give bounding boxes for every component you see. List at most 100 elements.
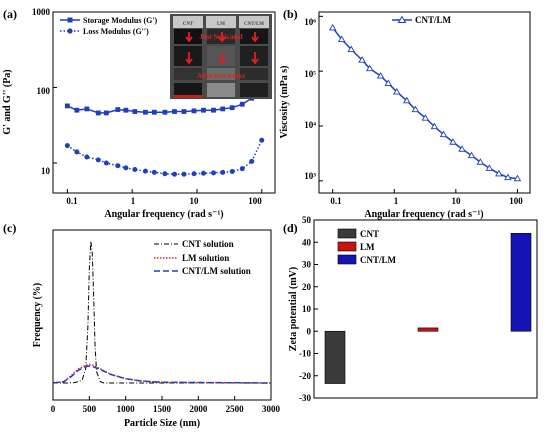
storage-modulus-point bbox=[191, 108, 197, 114]
panel-b-xtick-1: 1 bbox=[394, 196, 399, 206]
loss-modulus-point bbox=[200, 170, 206, 176]
panel-a-label: (a) bbox=[3, 7, 17, 21]
panel-b-xtick-10: 10 bbox=[452, 196, 462, 206]
loss-modulus-point bbox=[132, 166, 138, 172]
loss-modulus-point bbox=[151, 169, 157, 175]
legend-label-cnt: CNT bbox=[360, 229, 379, 239]
panel-d-ytick-label: -10 bbox=[299, 349, 311, 359]
panel-b-xtick-100: 100 bbox=[509, 196, 523, 206]
legend-label-cntlm-solution: CNT/LM solution bbox=[182, 266, 251, 276]
loss-modulus-point bbox=[172, 171, 178, 177]
loss-modulus-point bbox=[191, 171, 197, 177]
storage-modulus-point bbox=[143, 109, 148, 115]
viscosity-point bbox=[347, 45, 355, 53]
viscosity-point bbox=[365, 64, 374, 72]
panel-b-label: (b) bbox=[283, 7, 298, 21]
panel-a-ytick-100: 100 bbox=[37, 86, 51, 96]
panel-d-ylabel: Zeta potential (mV) bbox=[288, 267, 299, 351]
loss-modulus-point bbox=[95, 157, 101, 163]
legend-swatch-lm bbox=[337, 241, 357, 252]
viscosity-point bbox=[467, 151, 476, 159]
panel-a-xtick-100: 100 bbox=[248, 196, 262, 206]
viscosity-point bbox=[504, 173, 512, 181]
viscosity-point bbox=[439, 130, 448, 138]
cntlm-solution-line bbox=[52, 365, 272, 384]
storage-modulus-point bbox=[132, 109, 138, 114]
legend-marker-loss bbox=[67, 28, 73, 34]
bar-cntlm bbox=[510, 233, 532, 332]
panel-b-legend: CNT/LM bbox=[392, 15, 452, 25]
panel-b-ylabel: Viscosity (mPa s) bbox=[279, 66, 290, 139]
viscosity-point bbox=[421, 114, 430, 121]
panel-b-xlabel: Angular frequency (rad s⁻¹) bbox=[364, 209, 483, 220]
cnt-solution-line bbox=[53, 240, 271, 384]
panel-c-frame bbox=[52, 229, 272, 401]
vial-caption-top: Just Sonicated bbox=[199, 33, 242, 41]
panel-a-ticks bbox=[53, 11, 263, 193]
loss-modulus-point bbox=[211, 170, 217, 176]
legend-marker-storage bbox=[67, 17, 73, 23]
panel-b-xtick-0.1: 0.1 bbox=[330, 196, 342, 206]
panel-c-xtick-label: 1000 bbox=[117, 404, 136, 414]
vial-label-lm: LM bbox=[217, 22, 225, 27]
bar-cnt bbox=[324, 330, 346, 384]
vial-label-cnt: CNT bbox=[183, 22, 194, 27]
panel-a-frame bbox=[52, 11, 276, 194]
storage-modulus-point bbox=[84, 106, 90, 112]
panel-c-xtick-label: 3000 bbox=[262, 404, 281, 414]
vial-caption-bottom: After two weeks bbox=[197, 72, 245, 80]
panel-c-xtick-label: 2000 bbox=[189, 404, 208, 414]
panel-c-series bbox=[52, 240, 272, 384]
panel-b-ytick-1e4: 10⁴ bbox=[304, 120, 316, 130]
viscosity-point bbox=[384, 79, 393, 86]
loss-modulus-point bbox=[103, 160, 109, 166]
storage-modulus-point bbox=[211, 107, 216, 113]
storage-modulus-point bbox=[201, 107, 206, 113]
legend-label-cntlm-bar: CNT/LM bbox=[360, 255, 397, 265]
panel-d-ytick-label: 40 bbox=[302, 237, 312, 247]
viscosity-point bbox=[449, 138, 457, 145]
storage-modulus-point bbox=[64, 103, 70, 109]
storage-modulus-point bbox=[172, 109, 177, 114]
panel-c-xtick-label: 1500 bbox=[153, 404, 172, 414]
viscosity-line bbox=[332, 27, 518, 180]
storage-modulus-point bbox=[229, 105, 235, 111]
panel-c-xlabel: Particle Size (nm) bbox=[124, 418, 200, 429]
panel-c-ylabel: Frequency (%) bbox=[32, 283, 43, 348]
viscosity-point bbox=[476, 158, 485, 165]
storage-modulus-point bbox=[239, 101, 245, 107]
legend-label-loss: Loss Modulus (G'') bbox=[83, 27, 149, 36]
legend-label-cntlm: CNT/LM bbox=[415, 15, 452, 25]
loss-modulus-point bbox=[123, 165, 129, 171]
loss-modulus-point bbox=[64, 143, 70, 149]
viscosity-point bbox=[430, 122, 439, 130]
vials-photo: CNT LM CNT/LM Just Sonicated After two w… bbox=[170, 14, 272, 99]
viscosity-point bbox=[358, 56, 366, 63]
viscosity-point bbox=[376, 71, 385, 79]
panel-a: (a) 1000 100 10 0.1 1 10 100 Angular fre… bbox=[2, 7, 276, 220]
panel-d-ytick-label: 20 bbox=[302, 282, 312, 292]
panel-d-ytick-label: -20 bbox=[299, 371, 311, 381]
legend-label-cnt-solution: CNT solution bbox=[182, 239, 234, 249]
panel-d-ytick-label: 10 bbox=[302, 304, 312, 314]
panel-c-legend: CNT solution LM solution CNT/LM solution bbox=[154, 239, 251, 276]
storage-modulus-point bbox=[74, 107, 80, 113]
loss-modulus-point bbox=[162, 171, 168, 177]
loss-modulus-point bbox=[115, 163, 121, 169]
viscosity-point bbox=[485, 164, 494, 171]
storage-modulus-point bbox=[123, 107, 129, 113]
loss-modulus-point bbox=[229, 169, 235, 175]
panel-b-ytick-1e3: 10³ bbox=[304, 171, 316, 181]
viscosity-point bbox=[403, 96, 411, 104]
vial-label-cntlm: CNT/LM bbox=[244, 22, 264, 27]
viscosity-point bbox=[513, 174, 522, 182]
loss-modulus-point bbox=[220, 169, 226, 175]
panel-d-ytick-label: -30 bbox=[299, 393, 311, 403]
loss-modulus-point bbox=[181, 171, 187, 177]
panel-d-ytick-label: 0 bbox=[307, 326, 312, 336]
bar-lm bbox=[417, 327, 439, 332]
storage-modulus-point bbox=[181, 109, 187, 114]
panel-a-xtick-1: 1 bbox=[131, 196, 136, 206]
panel-d-ytick-label: 30 bbox=[302, 260, 312, 270]
